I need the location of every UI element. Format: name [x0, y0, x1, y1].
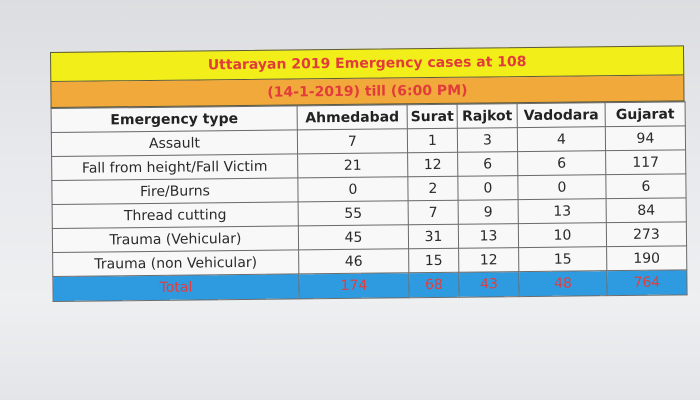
- header-surat: Surat: [407, 104, 458, 129]
- cell-rajkot: 6: [457, 151, 518, 177]
- header-emergency-type: Emergency type: [51, 105, 298, 133]
- cell-vadodara: 15: [518, 246, 607, 272]
- cell-gujarat: 6: [605, 173, 687, 199]
- cell-vadodara: 13: [518, 198, 607, 224]
- cell-gujarat: 94: [605, 125, 686, 151]
- cell-rajkot: 13: [458, 223, 519, 249]
- cell-rajkot: 0: [457, 175, 519, 201]
- cell-vadodara: 0: [517, 174, 607, 200]
- cell-ahmedabad: 46: [298, 248, 409, 274]
- cell-gujarat: 273: [606, 221, 687, 247]
- cell-surat: 31: [408, 224, 459, 249]
- cell-emergency-type: Thread cutting: [52, 201, 299, 229]
- cell-gujarat: 117: [605, 149, 686, 175]
- cell-vadodara: 6: [517, 150, 606, 176]
- total-label: Total: [52, 273, 300, 302]
- emergency-cases-sheet: Uttarayan 2019 Emergency cases at 108 (1…: [50, 45, 688, 302]
- cell-emergency-type: Trauma (non Vehicular): [52, 249, 299, 277]
- cell-surat: 7: [408, 200, 459, 225]
- total-surat: 68: [408, 272, 460, 298]
- cell-emergency-type: Assault: [51, 129, 298, 157]
- header-gujarat: Gujarat: [605, 101, 686, 127]
- cell-surat: 15: [408, 248, 459, 273]
- cell-surat: 12: [407, 152, 458, 177]
- cell-ahmedabad: 45: [298, 224, 409, 250]
- emergency-cases-table: Emergency type Ahmedabad Surat Rajkot Va…: [51, 101, 688, 302]
- cell-emergency-type: Fall from height/Fall Victim: [51, 153, 298, 181]
- total-ahmedabad: 174: [298, 272, 410, 299]
- cell-rajkot: 12: [458, 247, 519, 273]
- cell-ahmedabad: 21: [297, 152, 408, 178]
- total-gujarat: 764: [606, 269, 688, 296]
- header-vadodara: Vadodara: [517, 102, 606, 128]
- cell-rajkot: 3: [457, 127, 518, 153]
- cell-vadodara: 10: [518, 222, 607, 248]
- cell-rajkot: 9: [458, 199, 519, 225]
- cell-vadodara: 4: [517, 126, 606, 152]
- header-ahmedabad: Ahmedabad: [297, 104, 408, 130]
- cell-emergency-type: Fire/Burns: [51, 177, 299, 205]
- cell-gujarat: 190: [606, 245, 687, 271]
- cell-ahmedabad: 7: [297, 128, 408, 154]
- total-rajkot: 43: [458, 271, 520, 298]
- cell-ahmedabad: 0: [297, 176, 409, 202]
- total-vadodara: 48: [518, 270, 608, 297]
- cell-ahmedabad: 55: [298, 200, 409, 226]
- cell-emergency-type: Trauma (Vehicular): [52, 225, 299, 253]
- header-rajkot: Rajkot: [457, 103, 518, 129]
- cell-gujarat: 84: [606, 197, 687, 223]
- total-row: Total 174 68 43 48 764: [52, 269, 688, 302]
- cell-surat: 2: [407, 176, 459, 201]
- cell-surat: 1: [407, 128, 458, 153]
